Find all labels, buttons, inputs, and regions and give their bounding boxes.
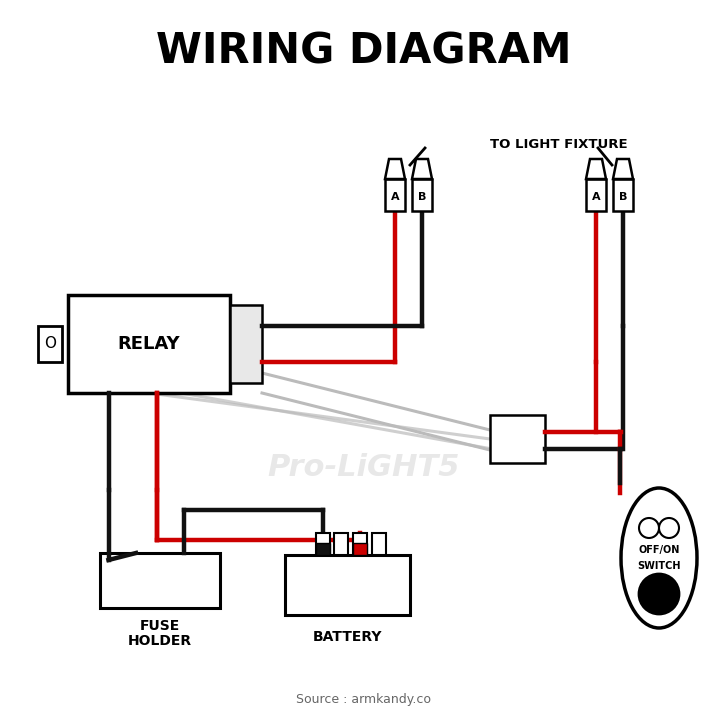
Text: FUSE: FUSE — [140, 619, 180, 633]
Bar — [586, 179, 606, 211]
Text: +: + — [389, 164, 400, 176]
Text: Pro-LiGHT5: Pro-LiGHT5 — [268, 454, 460, 483]
Bar — [353, 533, 367, 555]
Text: B: B — [418, 192, 426, 202]
Circle shape — [639, 574, 679, 614]
Polygon shape — [412, 159, 432, 179]
Bar — [385, 179, 405, 211]
Bar — [68, 295, 230, 393]
Bar — [315, 543, 330, 555]
Bar — [412, 179, 432, 211]
Text: A: A — [391, 192, 400, 202]
Text: SWITCH: SWITCH — [637, 561, 681, 571]
Text: +: + — [590, 164, 601, 176]
Circle shape — [659, 518, 679, 538]
Polygon shape — [586, 159, 606, 179]
Text: Source : armkandy.co: Source : armkandy.co — [296, 694, 432, 706]
Bar — [100, 553, 220, 608]
Text: B: B — [619, 192, 628, 202]
Bar — [285, 555, 410, 615]
Bar — [613, 179, 633, 211]
Bar — [38, 326, 62, 362]
Polygon shape — [613, 159, 633, 179]
Bar — [315, 533, 330, 555]
Text: BATTERY: BATTERY — [313, 630, 382, 644]
Text: -: - — [621, 164, 625, 176]
Bar — [353, 543, 367, 555]
Text: WIRING DIAGRAM: WIRING DIAGRAM — [157, 31, 571, 73]
Circle shape — [639, 518, 659, 538]
Bar — [334, 533, 348, 555]
Bar — [372, 533, 386, 555]
Text: TO LIGHT FIXTURE: TO LIGHT FIXTURE — [490, 138, 628, 151]
Text: OFF/ON: OFF/ON — [638, 545, 680, 555]
Text: HOLDER: HOLDER — [128, 634, 192, 648]
Text: RELAY: RELAY — [118, 335, 181, 353]
Text: A: A — [592, 192, 601, 202]
Bar — [490, 415, 545, 463]
Text: O: O — [44, 336, 56, 352]
Polygon shape — [385, 159, 405, 179]
Ellipse shape — [621, 488, 697, 628]
Text: -: - — [420, 164, 424, 176]
Bar — [230, 305, 262, 383]
